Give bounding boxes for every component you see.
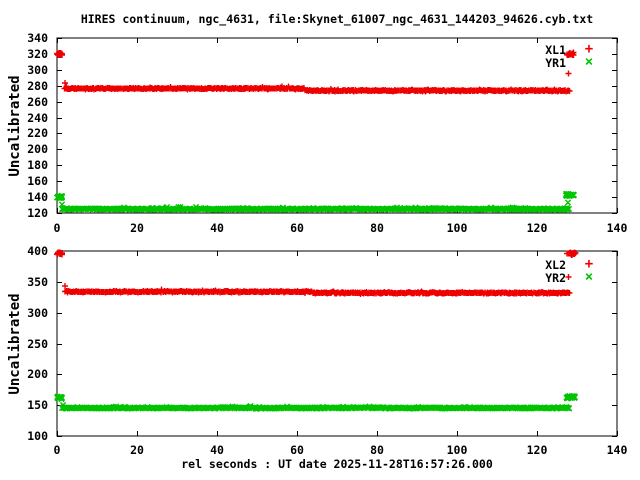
x-tick-label: 40 [210,443,224,457]
legend-entry-yr1: YR1 × [490,54,604,70]
x-tick-label: 120 [526,443,548,457]
legend-label-yr1: YR1 [545,55,566,70]
x-tick-label: 20 [130,443,144,457]
series-YR1-points [53,190,578,214]
legend-label-xl2: XL2 [545,257,566,272]
x-tick-label: 100 [446,221,468,235]
x-tick-label: 80 [370,443,384,457]
x-tick-label: 0 [53,443,61,457]
x-axis-label: rel seconds : UT date 2025-11-28T16:57:2… [181,457,493,471]
y-tick-label: 340 [27,31,48,45]
x-tick-label: 40 [210,221,224,235]
y-tick-label: 200 [27,142,48,156]
x-tick-label: 20 [130,221,144,235]
y-tick-label: 200 [27,367,48,381]
x-tick-label: 80 [370,221,384,235]
x-tick-label: 140 [606,443,628,457]
chart-title: HIRES continuum, ngc_4631, file:Skynet_6… [80,12,594,26]
y-tick-label: 300 [27,306,48,320]
y-tick-label: 300 [27,63,48,77]
y-tick-label: 160 [27,174,48,188]
legend-entry-xl1: XL1 + [490,41,604,57]
y-tick-label: 100 [27,429,48,443]
plus-marker-icon: + [584,41,594,57]
y-tick-label: 150 [27,398,48,412]
legend-entry-xl2: XL2 + [490,256,604,272]
x-tick-label: 0 [53,221,61,235]
y-tick-label: 350 [27,275,48,289]
legend-bottom: XL2 + YR2 × [490,256,604,285]
y-tick-label: 260 [27,95,48,109]
y-tick-label: 220 [27,126,48,140]
plus-marker-icon: + [584,256,594,272]
legend-label-xl1: XL1 [545,42,566,57]
y-tick-label: 120 [27,206,48,220]
plot-frame-bottom [56,250,618,437]
y-tick-label: 320 [27,47,48,61]
y-tick-label: 180 [27,158,48,172]
series-XL2-points [54,249,579,297]
plot-frame-top [56,37,618,214]
legend-entry-yr2: YR2 × [490,269,604,285]
x-tick-label: 60 [290,443,304,457]
x-tick-label: 100 [446,443,468,457]
x-tick-label: 140 [606,221,628,235]
x-tick-label: 60 [290,221,304,235]
y-tick-label: 400 [27,244,48,258]
series-XL1-points [54,49,577,95]
y-tick-label: 140 [27,190,48,204]
y-tick-label: 280 [27,79,48,93]
cross-marker-icon: × [584,54,594,70]
legend-top: XL1 + YR1 × [490,41,604,70]
legend-label-yr2: YR2 [545,270,566,285]
cross-marker-icon: × [584,269,594,285]
y-tick-label: 240 [27,111,48,125]
y-tick-label: 250 [27,337,48,351]
series-YR2-points [54,392,579,413]
x-tick-label: 120 [526,221,548,235]
